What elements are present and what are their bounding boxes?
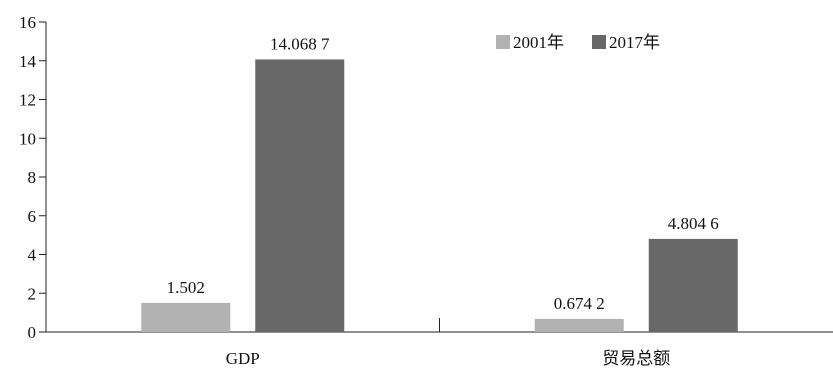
bar-2001年-GDP [141,303,230,332]
y-tick-label: 10 [19,129,36,148]
y-tick-label: 12 [19,91,36,110]
bar-2017年-贸易总额 [649,239,738,332]
data-label: 14.068 7 [270,34,330,53]
y-tick-label: 16 [19,13,36,32]
bar-2001年-贸易总额 [535,319,624,332]
legend-swatch [592,35,606,49]
data-label: 0.674 2 [554,294,605,313]
legend-label: 2001年 [513,33,564,52]
category-label: GDP [226,349,260,368]
bars: 1.502 14.068 7 0.674 2 4.804 6 [141,34,738,332]
category-label: 贸易总额 [602,349,670,368]
y-tick-label: 2 [28,284,37,303]
legend-label: 2017年 [609,33,660,52]
y-tick-label: 4 [28,246,37,265]
bar-2017年-GDP [255,59,344,332]
y-tick-label: 14 [19,52,37,71]
data-label: 4.804 6 [668,214,719,233]
y-tick-label: 6 [28,207,37,226]
data-label: 1.502 [167,278,205,297]
y-tick-label: 8 [28,168,37,187]
legend-swatch [496,35,510,49]
y-tick-label: 0 [28,323,37,342]
legend: 2001年 2017年 [496,33,660,52]
